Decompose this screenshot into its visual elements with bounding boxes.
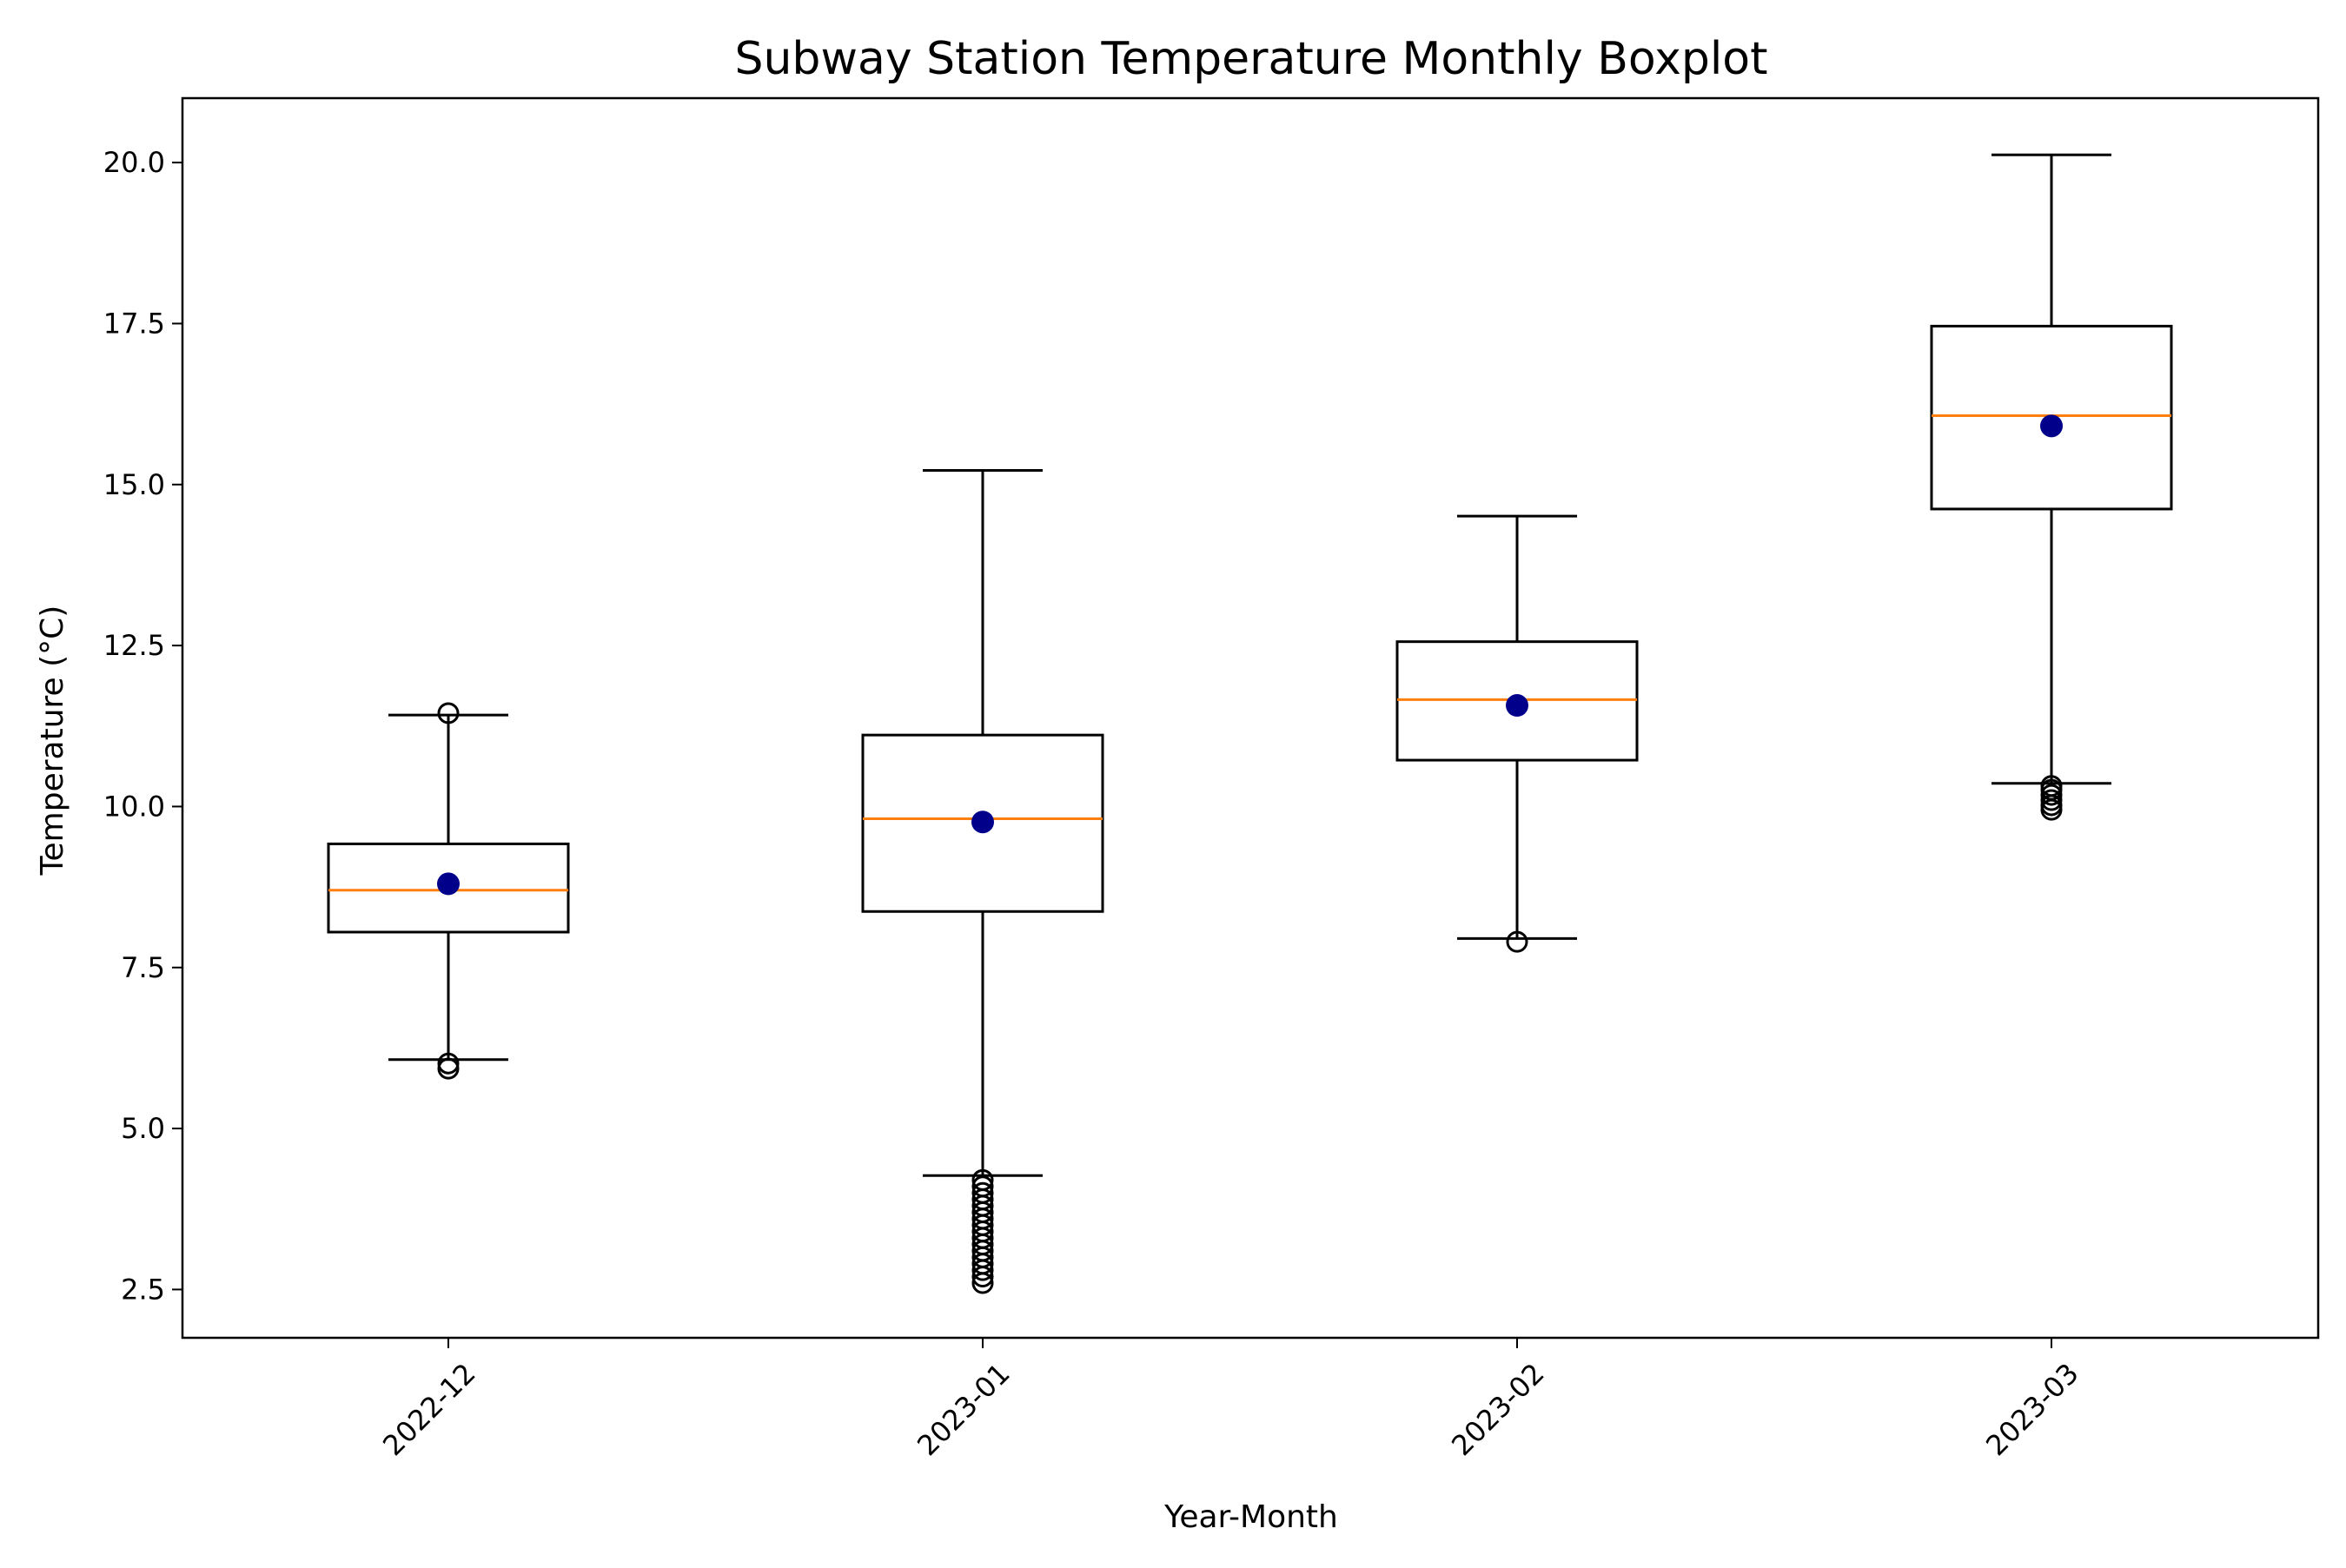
y-tick-label: 7.5 [121,951,165,984]
outlier-point [1506,930,1528,953]
y-tick-label: 5.0 [121,1112,165,1145]
outlier-point [971,1168,994,1191]
y-tick-label: 2.5 [121,1273,165,1306]
x-axis-label: Year-Month [1163,1499,1338,1535]
y-tick-label: 10.0 [103,790,165,823]
outlier-point [437,1052,460,1075]
box-iqr [861,733,1104,913]
chart-title: Subway Station Temperature Monthly Boxpl… [734,33,1767,85]
box-iqr [327,842,570,934]
mean-marker [437,872,460,896]
outlier-point [2040,775,2063,797]
outlier-point [971,1175,994,1198]
outlier-point [971,1181,994,1204]
y-axis-label: Temperature (°C) [35,605,70,877]
mean-marker [2040,414,2063,438]
y-tick-label: 12.5 [103,629,165,662]
mean-marker [971,810,994,834]
outlier-point [437,702,460,724]
y-tick-label: 20.0 [103,146,165,179]
plot-frame [181,96,2320,1340]
y-tick-label: 15.0 [103,468,165,501]
box-iqr [1930,324,2173,511]
mean-marker [1506,694,1528,718]
y-tick-label: 17.5 [103,307,165,340]
